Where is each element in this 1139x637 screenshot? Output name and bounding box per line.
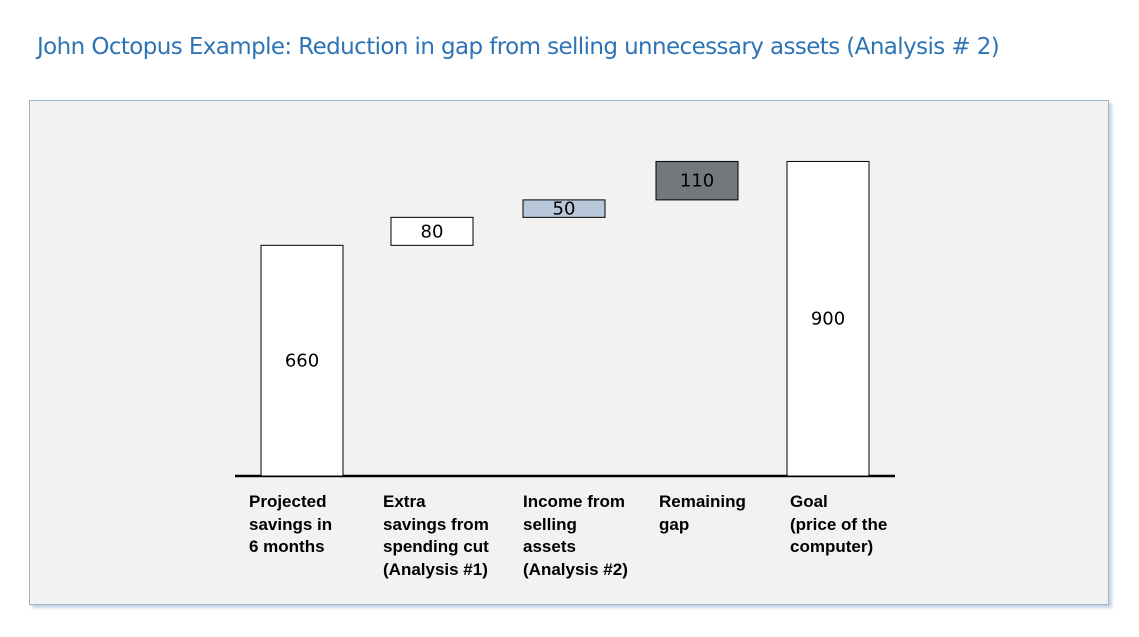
slide-title: John Octopus Example: Reduction in gap f… [37,34,1000,60]
waterfall-chart: 660 80 50 110 900 [235,160,895,478]
category-label-1: Extra savings from spending cut (Analysi… [383,492,489,579]
bar-value-label-3: 110 [680,171,714,192]
category-label-4: Goal (price of the computer) [790,492,888,556]
bar-3 [655,160,739,201]
bar-value-label-1: 80 [421,221,444,242]
bar-value-label-0: 660 [285,351,319,372]
bar-4 [786,160,870,477]
bar-value-label-2: 50 [553,199,576,220]
bar-2 [522,199,606,218]
category-label-2: Income from selling assets (Analysis #2) [523,492,628,579]
bar-value-label-4: 900 [811,309,845,330]
bar-1 [390,216,474,246]
bar-0 [260,244,344,477]
category-label-3: Remaining gap [659,492,746,534]
category-label-0: Projected savings in 6 months [249,492,333,556]
chart-panel: 660 80 50 110 900 Projected savings in 6 mon… [29,100,1109,605]
